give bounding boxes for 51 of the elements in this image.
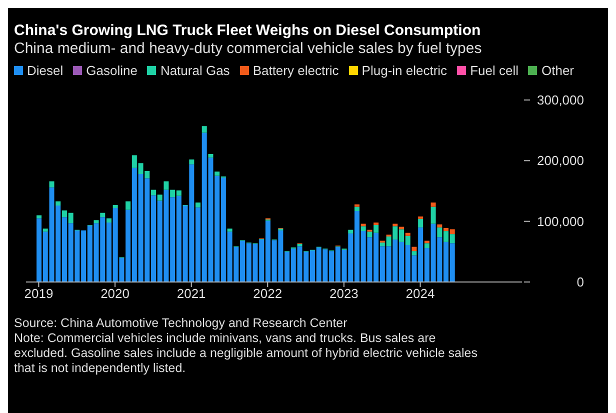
- bar: [42, 228, 48, 232]
- y-tick-label: 200,000: [537, 153, 584, 168]
- x-tick-label: 2022: [253, 286, 282, 302]
- x-tick-label: 2023: [329, 286, 358, 302]
- bar: [208, 154, 214, 158]
- bar: [126, 201, 131, 210]
- bar: [354, 206, 360, 212]
- chart-title: China's Growing LNG Truck Fleet Weighs on Diesel Consumption: [14, 22, 482, 39]
- bar: [164, 181, 169, 190]
- bar: [100, 212, 106, 218]
- legend-label: Battery electric: [252, 63, 339, 78]
- legend-label: Plug-in electric: [360, 63, 448, 78]
- bar: [189, 159, 194, 164]
- bar: [106, 218, 112, 223]
- bar: [49, 181, 54, 188]
- legend-label: Fuel cell: [469, 63, 518, 78]
- bar: [214, 172, 220, 176]
- bar: [418, 216, 424, 219]
- bar: [412, 246, 417, 252]
- legend-label: Other: [540, 63, 574, 78]
- chart-subtitle: China medium- and heavy-duty commercial vehicle sales by fuel types: [14, 40, 483, 57]
- source-note: Source: China Automotive Technology and Research Center: [14, 316, 348, 331]
- bar: [348, 230, 354, 234]
- bar: [354, 204, 360, 207]
- bar: [94, 220, 99, 224]
- bar: [360, 226, 366, 232]
- legend-label: Diesel: [26, 63, 64, 78]
- bar: [424, 243, 430, 248]
- y-tick-label: 100,000: [537, 214, 584, 229]
- x-tick-label: 2021: [176, 286, 206, 302]
- bar: [202, 126, 207, 133]
- bar: [412, 251, 417, 256]
- text: Note: Commercial vehicles include minivans, vans and trucks. Bus sales are excluded. Gasoline sales include a negligible amount of hybrid electric vehicle sales that is not independently listed.: [14, 331, 478, 376]
- bar: [36, 215, 42, 218]
- bar: [430, 206, 436, 224]
- legend-label: Gasoline: [85, 63, 138, 78]
- bar: [196, 202, 201, 208]
- legend-label: Natural Gas: [159, 63, 230, 78]
- bar: [430, 202, 436, 207]
- bar: [437, 224, 442, 228]
- x-tick-label: 2020: [100, 286, 130, 302]
- bar: [227, 228, 232, 232]
- bar: [418, 218, 424, 228]
- x-tick-label: 2024: [406, 286, 435, 302]
- y-tick-label: 0: [576, 274, 584, 290]
- x-tick-label: 2019: [24, 286, 54, 302]
- bar: [112, 204, 118, 208]
- y-tick-label: 300,000: [537, 92, 584, 108]
- bar: [405, 232, 410, 236]
- bar: [56, 201, 61, 206]
- bar: [424, 240, 430, 244]
